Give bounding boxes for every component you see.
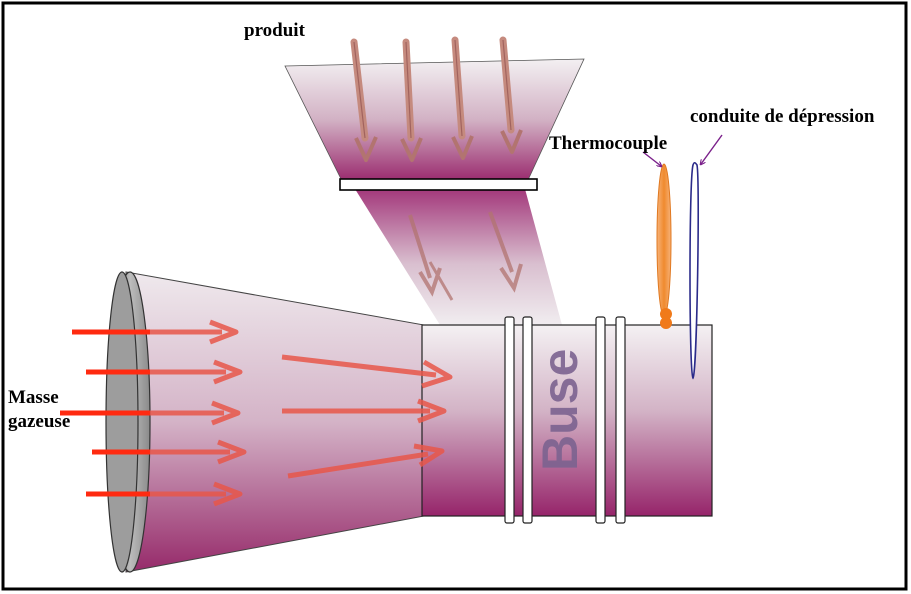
chute-arrows (408, 211, 523, 301)
label-masse-gazeuse: Masse gazeuse (8, 386, 70, 434)
feed-chute (355, 189, 562, 325)
product-arrow (499, 36, 523, 154)
vacuum-line (689, 161, 700, 380)
clamp-rings (504, 316, 626, 524)
gas-flow-arrows (60, 319, 453, 507)
intake-rim-front (105, 271, 139, 573)
label-buse: Buse (532, 348, 588, 471)
conduite-pointer (701, 134, 723, 164)
label-conduite-depression: conduite de dépression (690, 106, 875, 127)
product-arrows (350, 36, 523, 162)
product-arrow (451, 36, 474, 160)
label-masse-line1: Masse (8, 387, 59, 408)
thermocouple-pointer (642, 151, 661, 166)
product-arrow (400, 38, 423, 162)
label-masse-line2: gazeuse (8, 411, 71, 432)
nozzle-body (421, 324, 713, 517)
thermocouple-probe (656, 163, 672, 329)
hopper-flange (339, 178, 538, 191)
label-produit: produit (244, 20, 305, 41)
product-arrow (350, 38, 378, 162)
label-thermocouple: Thermocouple (549, 133, 668, 154)
